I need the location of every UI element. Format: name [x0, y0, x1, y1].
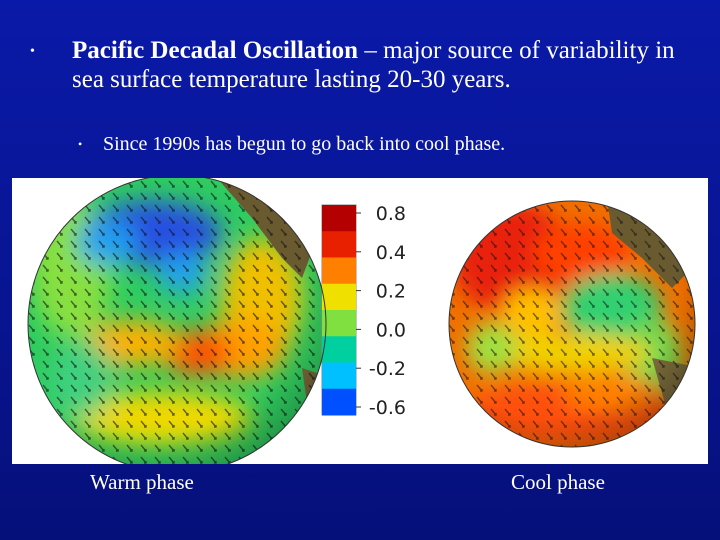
warm-phase-globe [28, 175, 326, 473]
colorbar-band [322, 362, 356, 390]
sub-bullet: • Since 1990s has begun to go back into … [78, 131, 678, 157]
pdo-figure: 0.8 0.4 0.2 0.0 -0.2 -0.6 [12, 174, 708, 474]
colorbar-tick-label: 0.4 [376, 242, 406, 264]
colorbar-tick-label: 0.2 [376, 281, 406, 303]
colorbar-band [322, 257, 356, 285]
colorbar-tick-label: -0.6 [369, 397, 406, 419]
colorbar-band [322, 388, 356, 416]
bullet-dot: • [30, 44, 35, 59]
main-bullet-text: Pacific Decadal Oscillation – major sour… [72, 36, 682, 94]
warm-phase-caption: Warm phase [90, 470, 194, 494]
colorbar-band [322, 310, 356, 337]
sub-bullet-text: Since 1990s has begun to go back into co… [103, 133, 506, 155]
cool-phase-caption: Cool phase [511, 470, 605, 494]
colorbar-band [322, 283, 356, 311]
cool-phase-globe [449, 201, 695, 447]
colorbar: 0.8 0.4 0.2 0.0 -0.2 -0.6 [321, 203, 406, 419]
main-bullet: • Pacific Decadal Oscillation – major so… [30, 36, 690, 94]
pdo-globes-svg: 0.8 0.4 0.2 0.0 -0.2 -0.6 [27, 174, 696, 474]
pdo-description: – major source of variability in sea sur… [72, 37, 675, 93]
pdo-title: Pacific Decadal Oscillation [72, 37, 359, 64]
colorbar-band [322, 336, 356, 363]
colorbar-tick-label: 0.8 [376, 203, 406, 225]
colorbar-band [322, 231, 356, 258]
colorbar-band [322, 205, 356, 232]
sub-bullet-dot: • [78, 137, 83, 151]
colorbar-tick-label: 0.0 [376, 319, 406, 341]
colorbar-tick-label: -0.2 [369, 358, 406, 380]
